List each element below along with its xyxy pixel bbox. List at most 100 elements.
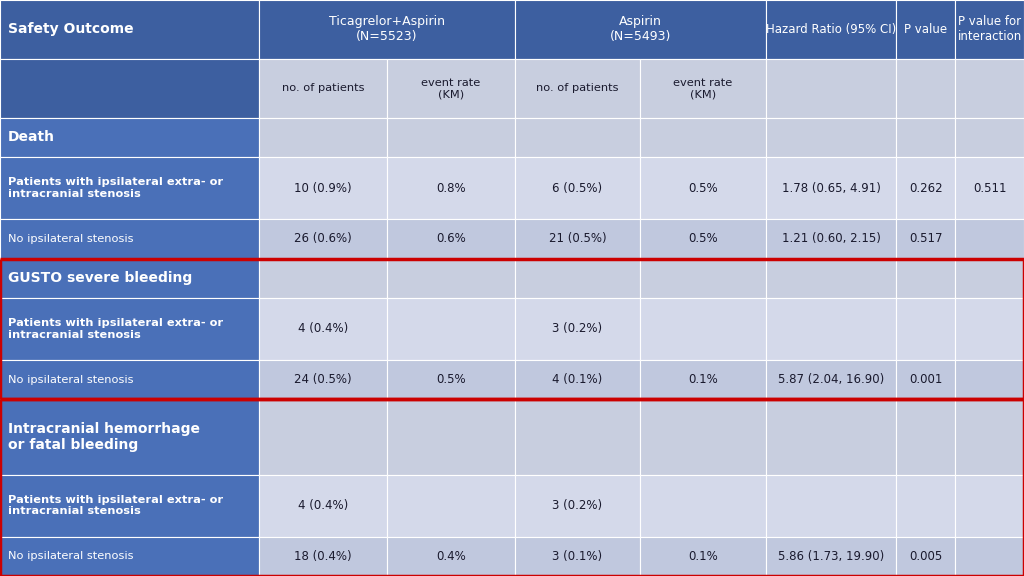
Bar (896, 118, 955, 157)
Text: 0.5%: 0.5% (688, 181, 718, 195)
Bar (259, 537, 387, 576)
Text: 4 (0.1%): 4 (0.1%) (552, 373, 603, 386)
Text: Ticagrelor+Aspirin
(N=5523): Ticagrelor+Aspirin (N=5523) (329, 16, 445, 43)
Text: event rate
(KM): event rate (KM) (422, 78, 480, 99)
Bar (955, 399, 1024, 475)
Text: 1.78 (0.65, 4.91): 1.78 (0.65, 4.91) (781, 181, 881, 195)
Bar (0, 360, 259, 399)
Bar (766, 0, 896, 59)
Bar (955, 157, 1024, 219)
Bar (955, 118, 1024, 157)
Bar (387, 475, 515, 537)
Bar (259, 118, 387, 157)
Text: No ipsilateral stenosis: No ipsilateral stenosis (8, 374, 134, 385)
Text: No ipsilateral stenosis: No ipsilateral stenosis (8, 551, 134, 562)
Bar (766, 475, 896, 537)
Text: Intracranial hemorrhage
or fatal bleeding: Intracranial hemorrhage or fatal bleedin… (8, 422, 201, 452)
Bar (259, 360, 387, 399)
Bar (515, 475, 640, 537)
Bar (955, 537, 1024, 576)
Bar (387, 219, 515, 259)
Bar (640, 118, 766, 157)
Bar (896, 259, 955, 298)
Text: 3 (0.2%): 3 (0.2%) (553, 323, 602, 335)
Text: 1.21 (0.60, 2.15): 1.21 (0.60, 2.15) (781, 232, 881, 245)
Bar (0, 537, 259, 576)
Text: event rate
(KM): event rate (KM) (674, 78, 732, 99)
Bar (896, 219, 955, 259)
Text: no. of patients: no. of patients (282, 84, 365, 93)
Bar (259, 0, 515, 59)
Bar (896, 360, 955, 399)
Text: 26 (0.6%): 26 (0.6%) (294, 232, 352, 245)
Bar (387, 298, 515, 360)
Bar (515, 219, 640, 259)
Bar (896, 298, 955, 360)
Bar (0, 259, 259, 298)
Text: 18 (0.4%): 18 (0.4%) (294, 550, 352, 563)
Bar (515, 157, 640, 219)
Bar (387, 59, 515, 118)
Text: 0.4%: 0.4% (436, 550, 466, 563)
Text: 0.005: 0.005 (909, 550, 942, 563)
Bar (955, 0, 1024, 59)
Bar (896, 59, 955, 118)
Bar (259, 399, 387, 475)
Text: 0.5%: 0.5% (436, 373, 466, 386)
Bar (515, 0, 766, 59)
Text: Safety Outcome: Safety Outcome (8, 22, 134, 36)
Bar (766, 259, 896, 298)
Text: Patients with ipsilateral extra- or
intracranial stenosis: Patients with ipsilateral extra- or intr… (8, 318, 223, 340)
Bar (640, 219, 766, 259)
Bar (0, 0, 259, 59)
Bar (896, 475, 955, 537)
Bar (896, 537, 955, 576)
Text: 0.262: 0.262 (909, 181, 942, 195)
Bar (0, 157, 259, 219)
Bar (259, 157, 387, 219)
Text: 0.511: 0.511 (973, 181, 1007, 195)
Text: 3 (0.2%): 3 (0.2%) (553, 499, 602, 512)
Bar (640, 399, 766, 475)
Bar (259, 259, 387, 298)
Bar (955, 259, 1024, 298)
Bar (387, 259, 515, 298)
Bar (0, 59, 259, 118)
Bar (640, 298, 766, 360)
Bar (515, 118, 640, 157)
Bar (955, 59, 1024, 118)
Text: 0.001: 0.001 (909, 373, 942, 386)
Text: 0.1%: 0.1% (688, 550, 718, 563)
Bar (896, 399, 955, 475)
Bar (387, 537, 515, 576)
Text: 3 (0.1%): 3 (0.1%) (553, 550, 602, 563)
Text: 5.86 (1.73, 19.90): 5.86 (1.73, 19.90) (778, 550, 884, 563)
Bar (0, 298, 259, 360)
Bar (387, 360, 515, 399)
Bar (640, 475, 766, 537)
Bar (896, 157, 955, 219)
Text: Hazard Ratio (95% CI): Hazard Ratio (95% CI) (766, 23, 896, 36)
Bar (955, 219, 1024, 259)
Text: 5.87 (2.04, 16.90): 5.87 (2.04, 16.90) (778, 373, 884, 386)
Text: No ipsilateral stenosis: No ipsilateral stenosis (8, 234, 134, 244)
Text: 0.5%: 0.5% (688, 232, 718, 245)
Bar (515, 59, 640, 118)
Bar (259, 298, 387, 360)
Bar (387, 399, 515, 475)
Bar (259, 59, 387, 118)
Text: P value: P value (904, 23, 947, 36)
Text: 0.6%: 0.6% (436, 232, 466, 245)
Text: Patients with ipsilateral extra- or
intracranial stenosis: Patients with ipsilateral extra- or intr… (8, 495, 223, 517)
Text: Aspirin
(N=5493): Aspirin (N=5493) (610, 16, 671, 43)
Bar (640, 259, 766, 298)
Bar (955, 298, 1024, 360)
Bar (515, 360, 640, 399)
Bar (766, 537, 896, 576)
Bar (387, 118, 515, 157)
Text: Death: Death (8, 130, 55, 145)
Bar (640, 537, 766, 576)
Bar (515, 259, 640, 298)
Bar (0, 118, 259, 157)
Text: 0.1%: 0.1% (688, 373, 718, 386)
